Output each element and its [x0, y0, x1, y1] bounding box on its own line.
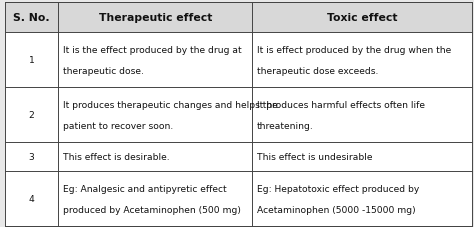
Text: Acetaminophen (5000 -15000 mg): Acetaminophen (5000 -15000 mg): [257, 205, 416, 214]
Text: 4: 4: [28, 194, 35, 203]
Text: It is effect produced by the drug when the: It is effect produced by the drug when t…: [257, 46, 451, 55]
Text: Eg: Hepatotoxic effect produced by: Eg: Hepatotoxic effect produced by: [257, 184, 419, 193]
Text: threatening.: threatening.: [257, 121, 314, 130]
Text: 1: 1: [29, 56, 35, 65]
Text: Toxic effect: Toxic effect: [327, 13, 397, 23]
Text: Eg: Analgesic and antipyretic effect: Eg: Analgesic and antipyretic effect: [63, 184, 227, 193]
Text: therapeutic dose.: therapeutic dose.: [63, 67, 144, 76]
Text: patient to recover soon.: patient to recover soon.: [63, 121, 173, 130]
Text: This effect is desirable.: This effect is desirable.: [63, 153, 170, 162]
Text: 2: 2: [28, 111, 35, 119]
Text: This effect is undesirable: This effect is undesirable: [257, 153, 373, 162]
Text: produced by Acetaminophen (500 mg): produced by Acetaminophen (500 mg): [63, 205, 241, 214]
Text: therapeutic dose exceeds.: therapeutic dose exceeds.: [257, 67, 378, 76]
Text: S. No.: S. No.: [13, 13, 50, 23]
Text: Therapeutic effect: Therapeutic effect: [99, 13, 212, 23]
Text: It produces harmful effects often life: It produces harmful effects often life: [257, 100, 425, 109]
Text: 3: 3: [29, 152, 35, 161]
Text: It produces therapeutic changes and helps the: It produces therapeutic changes and help…: [63, 100, 278, 109]
Bar: [5, 3, 472, 33]
Text: It is the effect produced by the drug at: It is the effect produced by the drug at: [63, 46, 242, 55]
